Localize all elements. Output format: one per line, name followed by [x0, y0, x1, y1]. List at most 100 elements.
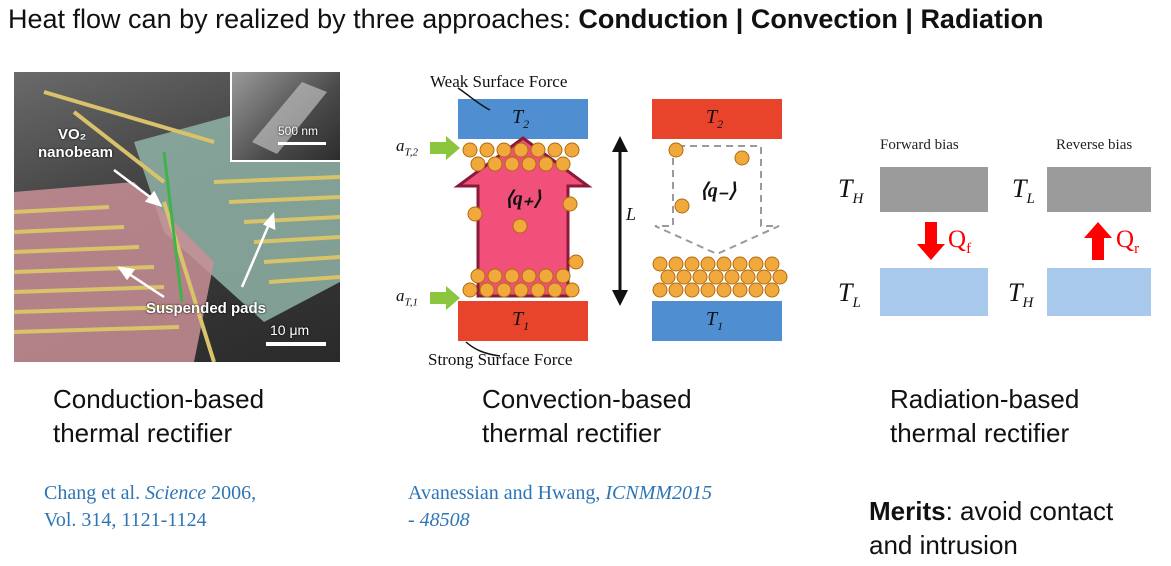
particle: [700, 282, 716, 298]
particle: [487, 156, 503, 172]
conduction-reference[interactable]: Chang et al. Science 2006, Vol. 314, 112…: [44, 482, 257, 531]
particle: [538, 156, 554, 172]
left-top-plate: [458, 99, 588, 139]
L-label: L: [626, 204, 637, 224]
aT2-label: aT,2: [396, 136, 419, 159]
particle: [772, 269, 788, 285]
particle: [568, 254, 584, 270]
forward-bottom-box: [880, 268, 988, 316]
left-bottom-plate: [458, 301, 588, 341]
particle: [684, 282, 700, 298]
left-T1-label: T1: [512, 308, 530, 333]
particle: [547, 282, 563, 298]
particle: [562, 196, 578, 212]
particle: [652, 256, 668, 272]
q-minus-label: ⟨q₋⟩: [700, 180, 737, 202]
particle: [564, 142, 580, 158]
right-top-plate: [652, 99, 782, 139]
sem-illustration: [14, 90, 340, 362]
particle: [732, 256, 748, 272]
particle: [734, 150, 750, 166]
vo2-label: VO₂: [58, 126, 87, 143]
particle: [547, 142, 563, 158]
forward-top-T: TH: [838, 174, 864, 208]
particle: [504, 268, 520, 284]
right-bottom-plate: [652, 301, 782, 341]
radiation-caption: Radiation-based thermal rectifier: [890, 384, 1080, 448]
particle: [462, 142, 478, 158]
particle: [555, 156, 571, 172]
title-prefix: Heat flow can by realized by three appro…: [8, 4, 579, 34]
particle: [748, 282, 764, 298]
particle: [740, 269, 756, 285]
particle: [676, 269, 692, 285]
conduction-caption: Conduction-based thermal rectifier: [53, 384, 265, 448]
particle: [564, 282, 580, 298]
right-T2-label: T2: [706, 106, 724, 131]
particle: [668, 282, 684, 298]
convection-reference[interactable]: Avanessian and Hwang, ICNMM2015 - 48508: [408, 482, 713, 531]
right-T1-label: T1: [706, 308, 724, 333]
scale-bar: [266, 342, 326, 346]
q-plus-label: ⟨q₊⟩: [505, 188, 542, 210]
particle: [530, 282, 546, 298]
particle: [764, 256, 780, 272]
inset-scale-bar: [278, 142, 326, 145]
particle: [496, 282, 512, 298]
particle: [668, 256, 684, 272]
particle: [748, 256, 764, 272]
scale-label: 10 μm: [270, 322, 310, 338]
particle: [513, 282, 529, 298]
title-sep-2: |: [897, 4, 921, 34]
particle: [652, 282, 668, 298]
convection-diagram: [430, 87, 788, 357]
particle: [716, 256, 732, 272]
particle: [479, 142, 495, 158]
nanobeam-label: nanobeam: [38, 144, 114, 161]
particle: [764, 282, 780, 298]
particle: [708, 269, 724, 285]
particle: [512, 218, 528, 234]
title-radiation: Radiation: [920, 4, 1044, 34]
particle: [668, 142, 684, 158]
particle: [504, 156, 520, 172]
qf-label: Qf: [948, 226, 972, 257]
particle: [487, 268, 503, 284]
particle: [660, 269, 676, 285]
particle: [479, 282, 495, 298]
forward-top-box: [880, 167, 988, 212]
green-arrow-bottom: [430, 286, 460, 310]
slide-title: Heat flow can by realized by three appro…: [8, 4, 1043, 35]
particle: [538, 268, 554, 284]
qr-label: Qr: [1116, 226, 1140, 257]
sem-micrograph: 500 nm VO₂ nanobeam Suspended pads 10 μm: [14, 72, 340, 362]
particle: [467, 206, 483, 222]
q-minus-arrow: [654, 145, 780, 256]
green-arrow-top: [430, 136, 460, 160]
particle: [700, 256, 716, 272]
particle: [724, 269, 740, 285]
merits-text: Merits: avoid contact and intrusion: [869, 496, 1114, 560]
forward-bias-label: Forward bias: [880, 137, 959, 153]
reverse-bottom-T: TH: [1008, 278, 1034, 312]
reverse-bias-label: Reverse bias: [1056, 137, 1133, 153]
forward-bottom-T: TL: [838, 278, 861, 312]
convection-caption: Convection-based thermal rectifier: [482, 384, 692, 448]
suspended-pads-label: Suspended pads: [146, 300, 267, 317]
reverse-heat-arrow: [1084, 222, 1112, 260]
particle: [692, 269, 708, 285]
reverse-bottom-box: [1047, 268, 1151, 316]
particle: [513, 142, 529, 158]
strong-surface-force-label: Strong Surface Force: [428, 350, 573, 369]
particle: [674, 198, 690, 214]
particle: [521, 268, 537, 284]
title-sep-1: |: [728, 4, 751, 34]
inset-scale-label: 500 nm: [278, 124, 319, 138]
particle: [716, 282, 732, 298]
particle: [521, 156, 537, 172]
aT1-label: aT,1: [396, 286, 419, 309]
weak-surface-force-label: Weak Surface Force: [430, 72, 568, 91]
title-convection: Convection: [750, 4, 898, 34]
title-conduction: Conduction: [578, 4, 729, 34]
particle: [756, 269, 772, 285]
